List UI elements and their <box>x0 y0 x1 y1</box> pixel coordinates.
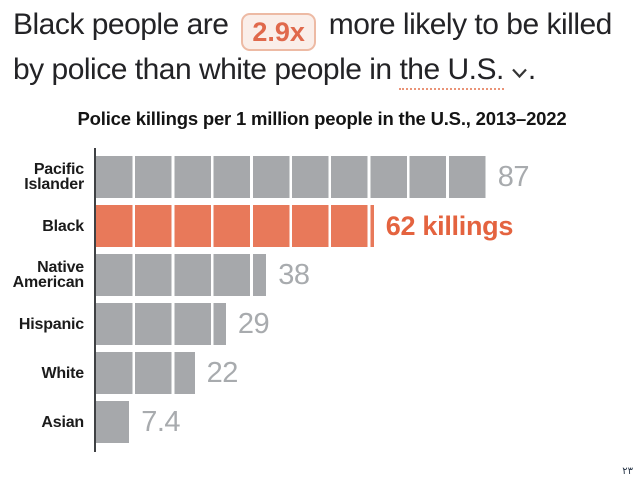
bar-pacific-islander <box>96 156 486 198</box>
bar-native-american <box>96 254 267 296</box>
multiplier-badge: 2.9x <box>241 13 316 51</box>
axis-line <box>94 148 96 452</box>
category-label-pacific-islander: Pacific Islander <box>24 161 84 193</box>
value-label-hispanic: 29 <box>237 307 270 340</box>
page-number: ٢٣ <box>622 466 633 477</box>
headline-line-2: by police than white people in the U.S.. <box>13 47 644 92</box>
region-dropdown[interactable]: the U.S. <box>399 53 527 90</box>
bar-row: Pacific Islander 87 <box>0 156 644 198</box>
bar-row: Asian 7.4 <box>0 401 644 443</box>
category-label-native-american: Native American <box>12 259 85 291</box>
region-dropdown-label[interactable]: the U.S. <box>399 53 504 90</box>
value-label-black: 62 killings <box>385 210 514 241</box>
bar-row: Native American 38 <box>0 254 644 296</box>
headline-text-line2: by police than white people in <box>13 53 392 86</box>
bar-row: Hispanic 29 <box>0 303 644 345</box>
bar-asian <box>96 401 130 443</box>
value-label-white: 22 <box>206 356 239 389</box>
category-label-hispanic: Hispanic <box>18 315 84 333</box>
chevron-down-icon[interactable] <box>511 47 528 92</box>
headline-period: . <box>527 53 536 86</box>
category-label-black: Black <box>42 217 84 235</box>
value-label-asian: 7.4 <box>141 405 181 438</box>
headline-line-1: Black people are 2.9x more likely to be … <box>13 2 644 51</box>
bar-row: White 22 <box>0 352 644 394</box>
category-label-white: White <box>41 364 84 382</box>
value-label-pacific-islander: 87 <box>497 160 530 193</box>
chart-rows: Pacific Islander 87 Black 62 killings Na… <box>0 148 644 452</box>
bar-row: Black 62 killings <box>0 205 644 247</box>
headline-text-suffix: more likely to be killed <box>328 8 613 41</box>
headline: Black people are 2.9x more likely to be … <box>0 0 644 92</box>
bar-hispanic <box>96 303 226 345</box>
headline-text-prefix: Black people are <box>13 8 229 41</box>
bar-black <box>96 205 374 247</box>
bar-white <box>96 352 195 394</box>
value-label-native-american: 38 <box>278 258 310 291</box>
category-label-asian: Asian <box>41 413 84 431</box>
chart-title: Police killings per 1 million people in … <box>77 108 567 129</box>
bar-chart: Police killings per 1 million people in … <box>0 108 644 452</box>
